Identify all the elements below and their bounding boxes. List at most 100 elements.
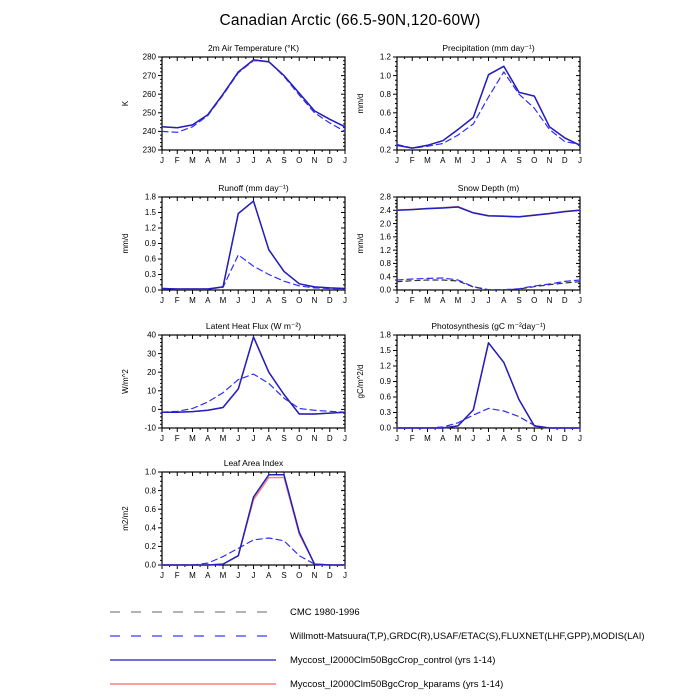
y-tick-label: 0.8 bbox=[145, 486, 157, 495]
y-tick-label: 0.8 bbox=[380, 259, 392, 268]
x-tick-label: J bbox=[471, 156, 475, 165]
y-tick-label: 0.2 bbox=[380, 146, 392, 155]
y-tick-label: 0.0 bbox=[380, 424, 392, 433]
panel-photosynthesis: Photosynthesis (gC m⁻²day⁻¹) gC/m^2/d 0.0 0… bbox=[350, 318, 595, 453]
chart-latent-heat-flux: Latent Heat Flux (W m⁻²) W/m^2 -10 0 10 20 30 4… bbox=[121, 321, 347, 443]
x-tick-label: O bbox=[296, 296, 302, 305]
y-tick-label: 0.3 bbox=[145, 270, 157, 279]
y-axis-label: K bbox=[121, 100, 130, 106]
y-tick-label: 1.8 bbox=[145, 193, 157, 202]
y-tick-label: 270 bbox=[143, 71, 157, 80]
x-tick-label: A bbox=[205, 156, 211, 165]
x-tick-label: J bbox=[252, 434, 256, 443]
plot-box bbox=[396, 196, 581, 291]
x-tick-label: D bbox=[562, 156, 568, 165]
y-axis-label: m2/m2 bbox=[121, 506, 130, 531]
x-tick-label: D bbox=[327, 296, 333, 305]
chart-2m-air-temperature: 2m Air Temperature (°K) K 230 240 250 260 270 2… bbox=[121, 43, 347, 165]
x-tick-label: S bbox=[516, 296, 521, 305]
x-tick-label: D bbox=[327, 434, 333, 443]
y-tick-label: 0.4 bbox=[380, 127, 392, 136]
x-tick-label: M bbox=[220, 571, 227, 580]
y-tick-label: 0 bbox=[152, 405, 157, 414]
plot-box bbox=[161, 56, 346, 151]
panel-precipitation: Precipitation (mm day⁻¹) mm/d 0.2 0.4 0.6 0.8… bbox=[350, 40, 595, 175]
y-tick-label: 1.8 bbox=[380, 331, 392, 340]
y-tick-label: 0.4 bbox=[380, 272, 392, 281]
x-tick-label: M bbox=[424, 296, 431, 305]
x-tick-label: M bbox=[455, 296, 462, 305]
x-tick-label: J bbox=[343, 571, 347, 580]
x-tick-label: N bbox=[312, 156, 318, 165]
y-tick-label: 2.0 bbox=[380, 219, 392, 228]
x-tick-label: D bbox=[327, 156, 333, 165]
x-tick-label: J bbox=[578, 434, 582, 443]
x-tick-label: J bbox=[395, 296, 399, 305]
chart-photosynthesis: Photosynthesis (gC m⁻²day⁻¹) gC/m^2/d 0.0 0… bbox=[356, 321, 582, 443]
y-tick-label: 10 bbox=[147, 387, 156, 396]
x-tick-label: O bbox=[296, 571, 302, 580]
x-tick-label: F bbox=[175, 156, 180, 165]
x-tick-label: F bbox=[410, 434, 415, 443]
legend-label-cmc: CMC 1980-1996 bbox=[290, 606, 360, 618]
series-obs bbox=[396, 277, 581, 291]
series-obs bbox=[396, 71, 581, 149]
series-obs bbox=[396, 407, 581, 429]
legend-label-control: Myccost_I2000Clm50BgcCrop_control (yrs 1… bbox=[290, 654, 496, 666]
x-tick-label: J bbox=[252, 571, 256, 580]
series-control bbox=[161, 59, 346, 129]
y-tick-label: 1.0 bbox=[380, 71, 392, 80]
y-tick-label: 0.0 bbox=[145, 561, 157, 570]
panel-runoff: Runoff (mm day⁻¹) mm/d 0.0 0.3 0.6 0.9 1.2 1.5 1… bbox=[115, 180, 360, 315]
x-tick-label: A bbox=[501, 296, 507, 305]
legend-item-control: Myccost_I2000Clm50BgcCrop_control (yrs 1… bbox=[108, 648, 688, 672]
x-tick-label: O bbox=[531, 296, 537, 305]
y-tick-label: 0.0 bbox=[380, 286, 392, 295]
x-tick-label: A bbox=[205, 434, 211, 443]
y-tick-label: 1.2 bbox=[380, 246, 392, 255]
x-tick-label: A bbox=[266, 434, 272, 443]
series-control bbox=[161, 200, 346, 290]
x-tick-label: J bbox=[343, 434, 347, 443]
y-axis-label: W/m^2 bbox=[121, 369, 130, 394]
chart-snow-depth: Snow Depth (m) mm/d 0.0 0.4 0.8 1.2 1.6 2.0 2.4 2… bbox=[356, 183, 582, 305]
x-tick-label: O bbox=[531, 156, 537, 165]
plot-box bbox=[161, 196, 346, 291]
chart-leaf-area-index: Leaf Area Index m2/m2 0.0 0.2 0.4 0.6 0.8 1.0 J F… bbox=[121, 458, 347, 580]
y-tick-label: 240 bbox=[143, 127, 157, 136]
series-kparams bbox=[161, 200, 346, 290]
x-tick-label: N bbox=[547, 434, 553, 443]
x-tick-label: J bbox=[487, 296, 491, 305]
plot-box bbox=[396, 334, 581, 429]
x-tick-label: N bbox=[547, 156, 553, 165]
x-tick-label: M bbox=[189, 156, 196, 165]
x-tick-label: M bbox=[220, 434, 227, 443]
x-tick-label: D bbox=[327, 571, 333, 580]
x-tick-label: N bbox=[312, 571, 318, 580]
series-control bbox=[396, 342, 581, 429]
x-tick-label: M bbox=[189, 296, 196, 305]
x-tick-label: M bbox=[455, 156, 462, 165]
y-tick-label: 1.5 bbox=[145, 208, 157, 217]
series-kparams bbox=[161, 476, 346, 566]
x-tick-label: A bbox=[266, 296, 272, 305]
x-tick-label: J bbox=[487, 434, 491, 443]
x-tick-label: F bbox=[175, 571, 180, 580]
x-tick-label: A bbox=[440, 434, 446, 443]
x-tick-label: J bbox=[471, 434, 475, 443]
x-tick-label: M bbox=[189, 434, 196, 443]
y-tick-label: 0.9 bbox=[145, 239, 157, 248]
chart-title: 2m Air Temperature (°K) bbox=[208, 43, 299, 53]
chart-title: Latent Heat Flux (W m⁻²) bbox=[206, 321, 301, 331]
legend-item-kparams: Myccost_I2000Clm50BgcCrop_kparams (yrs 1… bbox=[108, 672, 688, 696]
y-tick-label: 0.6 bbox=[380, 393, 392, 402]
x-tick-label: O bbox=[296, 434, 302, 443]
y-tick-label: 1.2 bbox=[380, 53, 392, 62]
y-tick-label: 2.4 bbox=[380, 206, 392, 215]
y-axis-label: mm/d bbox=[121, 234, 130, 254]
x-tick-label: O bbox=[531, 434, 537, 443]
x-tick-label: A bbox=[266, 571, 272, 580]
chart-title: Snow Depth (m) bbox=[458, 183, 520, 193]
x-tick-label: M bbox=[189, 571, 196, 580]
x-tick-label: S bbox=[281, 156, 286, 165]
